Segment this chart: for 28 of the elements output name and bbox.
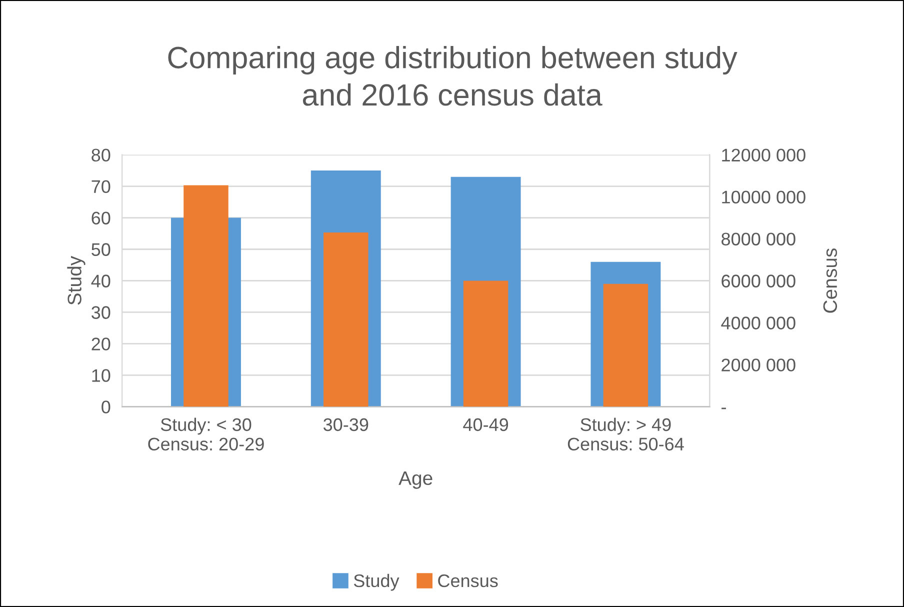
- y2-tick-label: -: [722, 408, 726, 410]
- y-axis-title: Study: [67, 256, 86, 305]
- x-tick-label: Study: < 30 Census: 20-29: [148, 418, 264, 451]
- y2-tick-label: 6000 000: [722, 274, 796, 288]
- bar: [463, 280, 508, 407]
- x-tick-label: 30-39: [323, 418, 368, 432]
- legend-label: Census: [438, 574, 498, 588]
- x-tick-label: 40-49: [463, 418, 508, 432]
- y2-tick-label: 10000 000: [722, 190, 806, 204]
- y-tick-label: 60: [92, 212, 110, 224]
- bar: [324, 232, 368, 407]
- y-tick-label: 80: [92, 148, 110, 162]
- y2-tick-label: 2000 000: [722, 358, 796, 372]
- y-tick-label: 0: [102, 400, 110, 414]
- y-tick-label: 30: [92, 306, 110, 319]
- y2-axis-title: Census: [823, 248, 838, 313]
- x-tick-label: Study: > 49 Census: 50-64: [568, 418, 684, 451]
- legend-label: Study: [354, 574, 400, 591]
- chart-title: Comparing age distribution between study and 2016 census data: [168, 46, 738, 106]
- y-tick-label: 10: [92, 369, 110, 382]
- y2-tick-label: 8000 000: [722, 232, 796, 246]
- y-tick-label: 20: [92, 338, 110, 350]
- y2-tick-label: 12000 000: [722, 148, 806, 162]
- y2-tick-label: 4000 000: [721, 316, 796, 330]
- x-axis-title: Age: [398, 471, 432, 489]
- y-tick-label: 50: [92, 243, 110, 256]
- y-tick-label: 70: [92, 180, 110, 193]
- y-tick-label: 40: [91, 274, 110, 288]
